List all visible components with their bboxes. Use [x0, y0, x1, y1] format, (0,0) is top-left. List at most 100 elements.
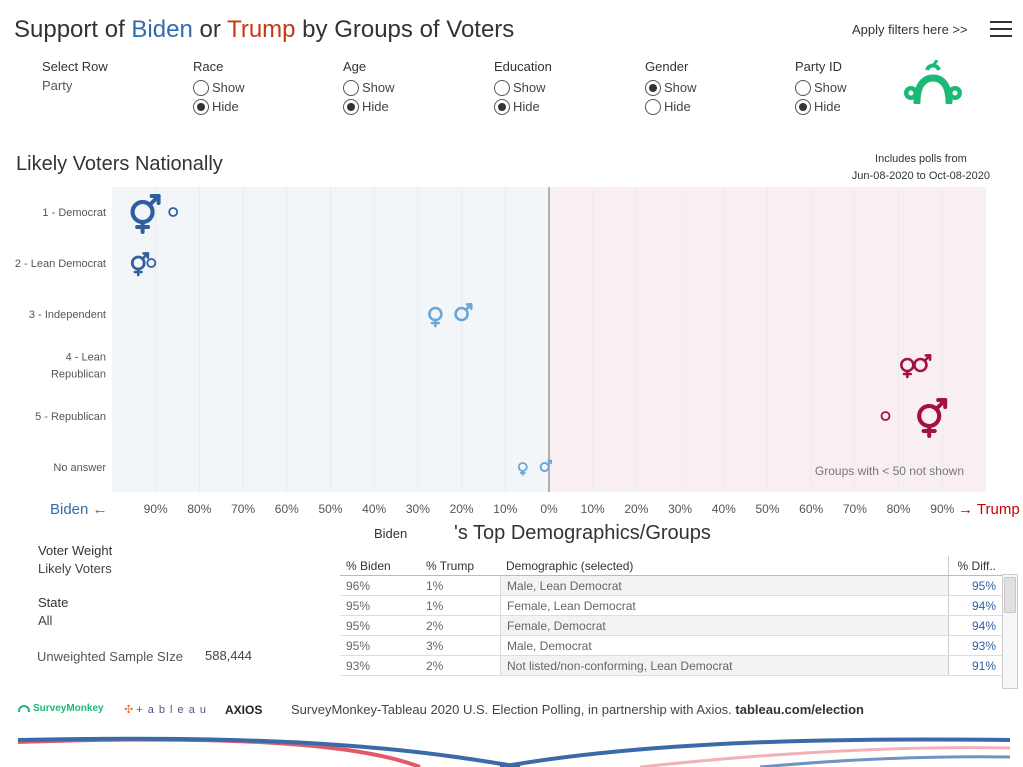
poll-note-line2: Jun-08-2020 to Oct-08-2020 [851, 170, 990, 182]
col-diff-header[interactable]: % Diff.. [948, 556, 1006, 575]
decorative-ribbon [17, 736, 1011, 767]
cell-diff: 91% [948, 656, 1006, 675]
male-symbol-point[interactable] [917, 398, 948, 428]
cell-demographic: Not listed/non-conforming, Lean Democrat [500, 656, 948, 675]
radio-icon[interactable] [343, 98, 359, 115]
cell-trump: 2% [426, 618, 444, 633]
footer: SurveyMonkey ✣ + a b l e a u AXIOS Survey… [0, 696, 1023, 726]
cell-trump: 2% [426, 658, 444, 673]
top-demographics-heading: 's Top Demographics/Groups [454, 522, 711, 544]
male-symbol-point[interactable] [130, 194, 161, 224]
cell-demographic: Male, Lean Democrat [500, 576, 948, 595]
x-tick-label: 0% [540, 502, 558, 516]
apply-filters-link[interactable]: Apply filters here >> [852, 22, 968, 37]
y-category-label: 1 - Democrat [42, 207, 106, 219]
table-row[interactable]: 93% 2% Not listed/non-conforming, Lean D… [340, 656, 1006, 676]
scatter-chart[interactable]: 1 - Democrat 2 - Lean Democrat 3 - Indepen… [0, 186, 1023, 526]
radio-icon[interactable] [193, 79, 209, 96]
menu-icon[interactable] [990, 21, 1012, 37]
scatter-chart-area: 1 - Democrat 2 - Lean Democrat 3 - Indepen… [0, 186, 1023, 526]
x-tick-label: 60% [275, 502, 299, 516]
radio-icon[interactable] [494, 79, 510, 96]
axios-brand: AXIOS [225, 703, 263, 717]
female-symbol-point[interactable] [428, 306, 443, 328]
table-row[interactable]: 95% 1% Female, Lean Democrat 94% [340, 596, 1006, 616]
title-suffix: by Groups of Voters [295, 16, 515, 43]
x-tick-label: 40% [362, 502, 386, 516]
radio-hide-label: Hide [664, 99, 691, 114]
x-tick-label: 90% [144, 502, 168, 516]
surveymonkey-logo-icon [904, 60, 962, 104]
cell-diff: 93% [948, 636, 1006, 655]
male-symbol-point[interactable] [913, 354, 932, 373]
tableau-brand: ✣ + a b l e a u [124, 704, 208, 716]
col-demographic-header[interactable]: Demographic (selected) [506, 558, 634, 573]
other-symbol-point[interactable] [168, 207, 179, 217]
radio-hide[interactable]: Hide [645, 97, 697, 116]
other-symbol-point[interactable] [146, 258, 157, 268]
radio-hide-label: Hide [513, 99, 540, 114]
radio-icon[interactable] [795, 98, 811, 115]
cell-trump: 1% [426, 578, 444, 593]
radio-hide-label: Hide [362, 99, 389, 114]
select-row-value[interactable]: Party [42, 78, 73, 93]
male-symbol-point[interactable] [130, 252, 150, 271]
radio-hide[interactable]: Hide [795, 97, 847, 116]
col-trump-header[interactable]: % Trump [426, 558, 475, 573]
radio-hide[interactable]: Hide [193, 97, 245, 116]
radio-hide[interactable]: Hide [494, 97, 552, 116]
state-block: State All [38, 595, 68, 628]
top-demographics-candidate[interactable]: Biden [374, 526, 408, 542]
table-row[interactable]: 95% 2% Female, Democrat 94% [340, 616, 1006, 636]
filter-label: Party ID [795, 59, 842, 74]
male-symbol-point[interactable] [454, 303, 473, 322]
sample-size-label: Unweighted Sample SIze [37, 649, 183, 664]
cell-demographic: Female, Democrat [500, 616, 948, 635]
x-tick-label: 30% [668, 502, 692, 516]
cell-diff: 95% [948, 576, 1006, 595]
female-symbol-point[interactable] [517, 462, 528, 476]
radio-show-label: Show [664, 80, 697, 95]
radio-icon[interactable] [494, 98, 510, 115]
x-tick-label: 20% [450, 502, 474, 516]
cell-trump: 3% [426, 638, 444, 653]
footer-link[interactable]: tableau.com/election [735, 702, 864, 717]
chart-subtitle: Likely Voters Nationally [16, 153, 223, 175]
filter-label: Age [343, 59, 367, 74]
radio-icon[interactable] [795, 79, 811, 96]
radio-hide[interactable]: Hide [343, 97, 395, 116]
other-symbol-point[interactable] [880, 411, 891, 421]
radio-show[interactable]: Show [645, 78, 697, 97]
x-tick-label: 50% [755, 502, 779, 516]
radio-show[interactable]: Show [343, 78, 395, 97]
radio-show[interactable]: Show [494, 78, 552, 97]
radio-icon[interactable] [645, 79, 661, 96]
y-category-label: 4 - Lean [66, 352, 106, 364]
radio-show[interactable]: Show [795, 78, 847, 97]
other-symbol-point[interactable] [539, 462, 550, 472]
x-tick-label: 40% [712, 502, 736, 516]
x-tick-label: 70% [231, 502, 255, 516]
voter-weight-value: Likely Voters [38, 561, 112, 576]
table-header: % Biden % Trump Demographic (selected) %… [340, 556, 1006, 576]
radio-hide-label: Hide [212, 99, 239, 114]
cell-demographic: Female, Lean Democrat [500, 596, 948, 615]
radio-show[interactable]: Show [193, 78, 245, 97]
table-scrollbar[interactable] [1002, 574, 1018, 689]
col-biden-header[interactable]: % Biden [346, 558, 391, 573]
select-row-filter[interactable]: Select Row Party [42, 59, 108, 93]
radio-icon[interactable] [645, 98, 661, 115]
table-row[interactable]: 96% 1% Male, Lean Democrat 95% [340, 576, 1006, 596]
filter-party-id: Party ID Show Hide [795, 59, 847, 116]
table-row[interactable]: 95% 3% Male, Democrat 93% [340, 636, 1006, 656]
radio-icon[interactable] [193, 98, 209, 115]
scroll-thumb[interactable] [1004, 577, 1016, 613]
y-category-label: 3 - Independent [29, 309, 106, 321]
x-tick-label: 60% [799, 502, 823, 516]
state-label: State [38, 595, 69, 610]
radio-icon[interactable] [343, 79, 359, 96]
x-tick-label: 30% [406, 502, 430, 516]
groups-note: Groups with < 50 not shown [815, 464, 964, 478]
filter-age: Age Show Hide [343, 59, 395, 116]
